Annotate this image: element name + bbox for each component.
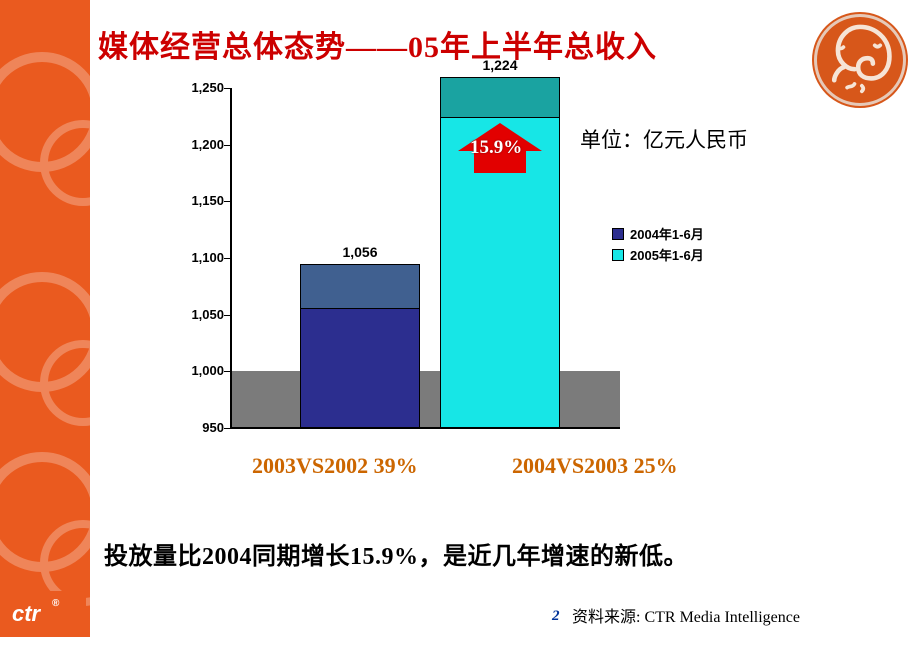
bar-value-label: 1,224 (440, 57, 560, 73)
page-number: 2 (552, 608, 560, 625)
y-tick-label: 1,150 (164, 193, 224, 208)
registered-icon: ® (52, 598, 59, 609)
ornament-top (0, 40, 104, 250)
left-sidebar (0, 0, 90, 637)
brand-text: ctr (12, 603, 40, 625)
dragon-medallion-icon (814, 14, 906, 106)
source-label: 资料来源: CTR Media Intelligence (572, 603, 800, 627)
y-axis (230, 88, 232, 428)
bar-cap (300, 264, 420, 308)
plot-area: 9501,0001,0501,1001,1501,2001,2501,0561,… (230, 88, 620, 428)
growth-value: 15.9% (470, 137, 522, 159)
ornament-mid (0, 260, 104, 470)
baseline-slab (230, 371, 620, 428)
y-tick-label: 1,200 (164, 137, 224, 152)
y-tick-label: 1,000 (164, 363, 224, 378)
page-title: 媒体经营总体态势——05年上半年总收入 (98, 22, 657, 66)
bar-rect (300, 308, 420, 428)
legend-label: 2005年1-6月 (630, 245, 704, 264)
bar-cap (440, 77, 560, 118)
ctr-logo: ctr ® (0, 581, 86, 637)
y-tick-label: 1,050 (164, 307, 224, 322)
bar-chart: 9501,0001,0501,1001,1501,2001,2501,0561,… (160, 72, 640, 442)
y-tick-label: 1,100 (164, 250, 224, 265)
x-axis (230, 427, 620, 429)
comparison-text: 2004VS2003 25% (512, 453, 678, 479)
legend-label: 2004年1-6月 (630, 224, 704, 243)
comparison-text: 2003VS2002 39% (252, 453, 418, 479)
y-tick-label: 950 (164, 420, 224, 435)
y-tick-label: 1,250 (164, 80, 224, 95)
conclusion-text: 投放量比2004同期增长15.9%，是近几年增速的新低。 (104, 536, 688, 571)
bar-value-label: 1,056 (300, 244, 420, 260)
